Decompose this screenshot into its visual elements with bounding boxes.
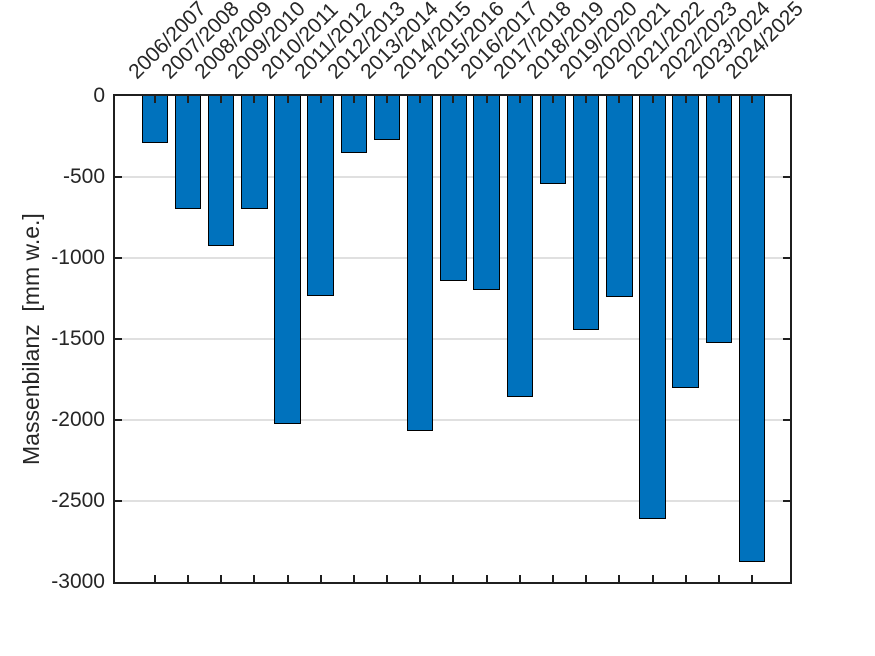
x-tick-mark-bottom [186,575,189,582]
x-tick-mark-bottom [485,575,488,582]
bar-2013-2014 [373,96,401,140]
x-tick-mark-bottom [717,575,720,582]
x-tick-mark-top [717,96,720,103]
y-tick-mark-right [783,419,790,421]
y-tick-label: -1000 [51,246,105,269]
x-tick-mark-top [319,96,322,103]
x-tick-mark-bottom [551,575,554,582]
gridline [115,338,790,340]
x-tick-mark-bottom [518,575,521,582]
bar-2024-2025 [738,96,766,562]
y-tick-mark-right [783,176,790,178]
x-tick-mark-bottom [684,575,687,582]
gridline [115,500,790,502]
bar-2010-2011 [274,96,301,425]
x-tick-mark-top [186,96,189,103]
bar-2018-2019 [539,96,567,185]
x-tick-mark-top [651,96,654,103]
bar-2015-2016 [440,96,467,282]
bar-2022-2023 [672,96,699,388]
x-tick-mark-bottom [286,575,289,582]
y-tick-label: -500 [62,165,105,188]
y-tick-label: -2500 [51,489,105,512]
x-tick-mark-bottom [751,575,754,582]
x-tick-mark-top [618,96,621,103]
bar-2006-2007 [141,96,169,143]
y-tick-label: -2000 [51,408,105,431]
x-tick-mark-bottom [253,575,256,582]
x-tick-mark-bottom [585,575,588,582]
x-tick-mark-top [419,96,422,103]
x-tick-mark-top [220,96,223,103]
x-tick-mark-bottom [352,575,355,582]
x-tick-mark-top [551,96,554,103]
x-tick-mark-bottom [386,575,389,582]
y-tick-mark-left [115,419,122,421]
x-tick-mark-top [485,96,488,103]
bar-2012-2013 [340,96,368,153]
x-tick-mark-bottom [452,575,455,582]
y-tick-mark-right [783,338,790,340]
x-tick-mark-top [684,96,687,103]
x-tick-mark-top [585,96,588,103]
bar-2019-2020 [572,96,600,331]
bar-2016-2017 [473,96,500,291]
y-tick-label: -3000 [51,570,105,593]
bar-2023-2024 [705,96,733,344]
x-tick-mark-bottom [618,575,621,582]
y-tick-mark-left [115,176,122,178]
x-tick-mark-top [352,96,355,103]
x-tick-mark-bottom [220,575,223,582]
bar-2021-2022 [639,96,666,519]
y-tick-mark-right [783,500,790,502]
y-tick-label: 0 [93,84,105,107]
x-tick-mark-top [518,96,521,103]
y-tick-mark-left [115,338,122,340]
bar-2017-2018 [506,96,534,397]
y-tick-label: -1500 [51,327,105,350]
y-tick-mark-left [115,257,122,259]
x-tick-mark-top [386,96,389,103]
x-tick-mark-bottom [153,575,156,582]
x-tick-mark-bottom [319,575,322,582]
x-tick-mark-bottom [651,575,654,582]
y-tick-mark-right [783,257,790,259]
x-tick-mark-top [452,96,455,103]
bar-2007-2008 [174,96,202,209]
plot-area [113,94,792,584]
x-tick-mark-top [153,96,156,103]
bar-2011-2012 [307,96,334,297]
x-tick-mark-top [751,96,754,103]
x-tick-mark-top [286,96,289,103]
bar-2008-2009 [207,96,235,246]
bar-2009-2010 [241,96,268,210]
y-tick-mark-left [115,500,122,502]
x-tick-mark-top [253,96,256,103]
bar-2014-2015 [406,96,434,432]
bar-2020-2021 [606,96,633,297]
gridline [115,419,790,421]
x-tick-mark-bottom [419,575,422,582]
